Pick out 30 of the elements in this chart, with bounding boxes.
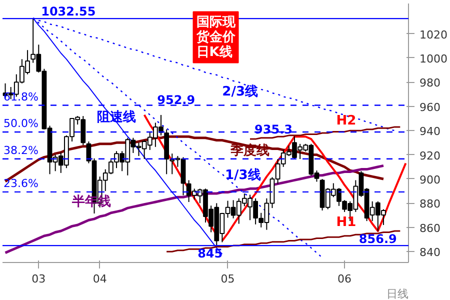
series-label: H1 bbox=[336, 215, 356, 230]
x-tick-label: 04 bbox=[92, 272, 107, 286]
y-tick-label: 960 bbox=[420, 100, 440, 114]
x-tick-label: 05 bbox=[220, 272, 235, 286]
annotation: 952.9 bbox=[157, 92, 196, 107]
x-tick-label: 06 bbox=[338, 272, 352, 286]
text: 日线 bbox=[386, 288, 408, 300]
y-tick-label: 980 bbox=[420, 76, 440, 90]
series-label: 1/3线 bbox=[224, 168, 261, 183]
y-tick-label: 1020 bbox=[420, 28, 448, 42]
annotation: 50.0% bbox=[4, 117, 38, 130]
y-tick-label: 860 bbox=[420, 222, 440, 235]
y-tick-label: 900 bbox=[420, 173, 440, 186]
y-tick-label: 940 bbox=[420, 125, 440, 138]
annotation: 23.6% bbox=[4, 176, 38, 190]
line-series bbox=[221, 136, 407, 242]
annotation: 61.8% bbox=[4, 90, 38, 104]
y-tick-label: 840 bbox=[420, 246, 440, 260]
y-tick-label: 1000 bbox=[420, 52, 448, 66]
series-label: H2 bbox=[336, 113, 356, 128]
annotation: 38.2% bbox=[4, 144, 38, 157]
annotation: 856.9 bbox=[358, 232, 397, 246]
annotation: 国际现货金价日K线 bbox=[195, 14, 236, 60]
line-series bbox=[249, 126, 401, 140]
annotation: 1032.55 bbox=[41, 4, 96, 19]
series-label: 2/3线 bbox=[222, 84, 258, 100]
annotation: 845 bbox=[198, 246, 223, 261]
x-tick-label: 03 bbox=[32, 272, 46, 286]
y-tick-label: 920 bbox=[420, 149, 440, 162]
y-tick-label: 880 bbox=[420, 198, 440, 211]
